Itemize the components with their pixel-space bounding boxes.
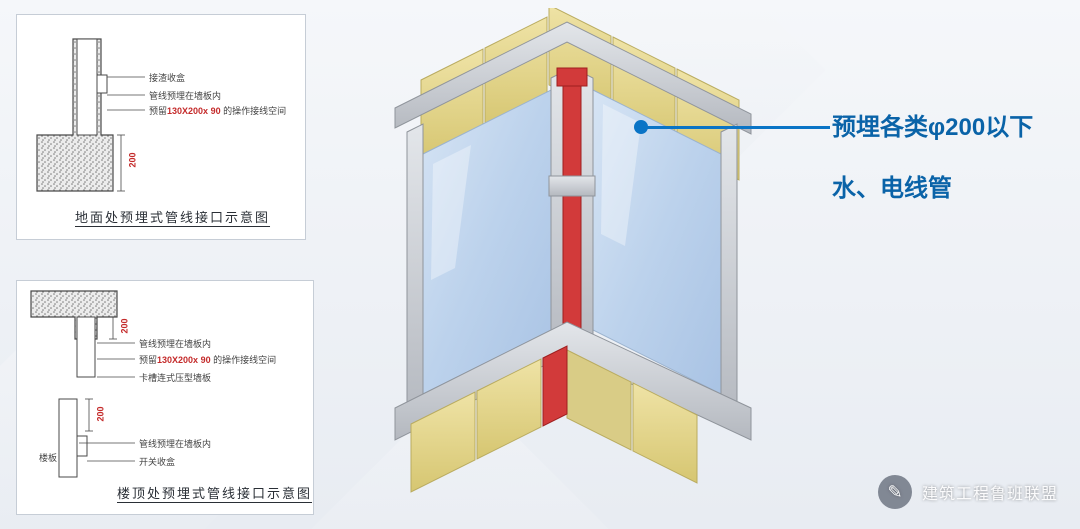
center-mullion-assembly <box>549 68 595 368</box>
anno-line1: 预埋各类φ200以下 <box>832 110 1072 146</box>
d1-c-post: 的操作接线空间 <box>223 106 286 116</box>
callout-leader <box>646 126 830 129</box>
d2-b-pre: 预留 <box>139 355 157 365</box>
d2-b-num: 90 <box>201 355 211 365</box>
d2-label-e: 开关收盒 <box>139 455 175 468</box>
d2-side: 楼板 <box>39 451 57 464</box>
d1-caption: 地面处预埋式管线接口示意图 <box>75 207 270 226</box>
d1-c-dim: 130X200x <box>167 106 208 116</box>
d2-dim200a: 200 <box>120 318 130 333</box>
d2-label-c: 卡槽连式压型墙板 <box>139 371 211 384</box>
d2-dim200b: 200 <box>96 406 106 421</box>
embedded-pipe <box>563 80 581 358</box>
d1-c-pre: 预留 <box>149 106 167 116</box>
watermark: ✎ 建筑工程鲁班联盟 <box>878 475 1058 509</box>
callout-dot-icon <box>634 120 648 134</box>
d2-b-dim: 130X200x <box>157 355 198 365</box>
watermark-glyph: ✎ <box>887 482 902 503</box>
watermark-text: 建筑工程鲁班联盟 <box>922 480 1058 504</box>
d2-label-a: 管线预埋在墙板内 <box>139 337 211 350</box>
d1-label-a: 接渣收盒 <box>149 71 185 84</box>
d1-label-c: 预留130X200x 90 的操作接线空间 <box>149 104 286 117</box>
curtainwall-3d-model <box>335 8 805 508</box>
d1-label-b: 管线预埋在墙板内 <box>149 89 221 102</box>
d1-dim-200: 200 <box>128 152 138 167</box>
d1-c-num: 90 <box>211 106 221 116</box>
anno-line2: 水、电线管 <box>832 168 1072 203</box>
d2-label-d: 管线预埋在墙板内 <box>139 437 211 450</box>
d2-b-post: 的操作接线空间 <box>213 355 276 365</box>
d2-caption: 楼顶处预埋式管线接口示意图 <box>117 483 312 502</box>
d2-label-b: 预留130X200x 90 的操作接线空间 <box>139 353 276 366</box>
detail-roof-section: 管线预埋在墙板内 预留130X200x 90 的操作接线空间 卡槽连式压型墙板 … <box>16 280 314 515</box>
watermark-icon: ✎ <box>878 475 912 509</box>
detail-floor-section: 接渣收盒 管线预埋在墙板内 预留130X200x 90 的操作接线空间 200 … <box>16 14 306 240</box>
annotation-callout: 预埋各类φ200以下 水、电线管 <box>832 110 1072 203</box>
detail2-svg <box>17 281 315 516</box>
